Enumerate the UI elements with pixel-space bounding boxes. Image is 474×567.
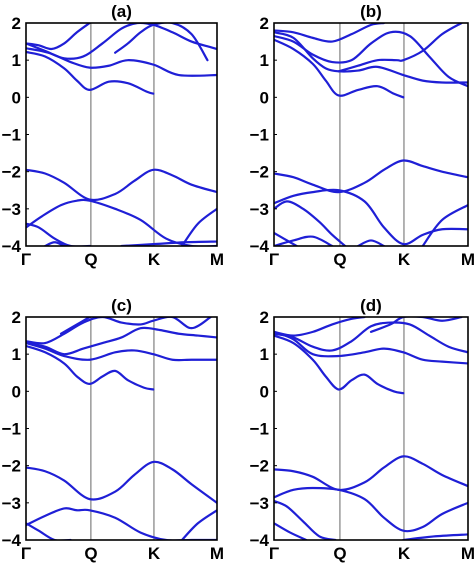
bands: [26, 317, 217, 540]
x-tick-label-2: K: [398, 250, 411, 269]
y-tick-label: 1: [260, 51, 269, 70]
panel-title: (a): [111, 2, 132, 21]
band-line-5: [59, 317, 91, 335]
band-line-4: [114, 23, 209, 62]
band-line-4: [337, 23, 463, 73]
x-tick-label-2: K: [398, 544, 411, 563]
panel-title: (c): [111, 296, 132, 315]
x-tick-label-0: Γ: [269, 544, 279, 563]
band-line-6: [274, 455, 468, 492]
band-line-10: [402, 533, 468, 540]
band-line-7: [26, 507, 217, 540]
band-line-4: [26, 317, 212, 345]
panel-title: (d): [360, 296, 382, 315]
y-tick-label: −4: [250, 531, 270, 550]
y-tick-label: −1: [250, 126, 269, 145]
band-line-12: [356, 239, 386, 246]
x-tick-label-2: K: [148, 250, 161, 269]
y-tick-label: 1: [260, 345, 269, 364]
band-line-1: [26, 344, 155, 391]
band-line-9: [274, 235, 334, 246]
band-line-8: [26, 522, 72, 540]
band-line-4: [274, 317, 366, 337]
y-tick-label: −3: [250, 494, 269, 513]
bands: [274, 317, 468, 540]
band-line-2: [26, 341, 217, 362]
y-tick-label: −3: [2, 494, 21, 513]
band-line-3: [274, 321, 468, 354]
y-tick-label: −4: [2, 531, 22, 550]
band-line-3: [26, 326, 217, 356]
band-line-1: [274, 334, 405, 395]
band-line-9: [180, 509, 217, 540]
band-line-8: [274, 200, 347, 246]
y-tick-label: −2: [2, 457, 21, 476]
x-tick-label-3: M: [461, 250, 474, 269]
y-tick-label: −1: [2, 126, 21, 145]
band-line-7: [274, 188, 468, 246]
band-line-6: [274, 159, 468, 194]
y-tick-label: 0: [260, 88, 269, 107]
panel-frame: [25, 22, 218, 247]
y-tick-label: −4: [2, 237, 22, 256]
bands: [26, 23, 217, 246]
band-line-9: [274, 522, 308, 540]
panel-a: 2 1 0 −1 −2 −3 −4Γ Q K M (a): [2, 2, 224, 269]
y-tick-label: −3: [2, 200, 21, 219]
band-line-5: [274, 23, 386, 43]
y-tick-label: 2: [12, 308, 21, 327]
panel-title: (b): [360, 2, 382, 21]
x-tick-label-1: Q: [84, 544, 97, 563]
band-line-6: [26, 460, 217, 504]
y-tick-label: −3: [250, 200, 269, 219]
x-tick-label-3: M: [210, 544, 224, 563]
band-line-1: [26, 50, 155, 95]
y-tick-label: 2: [260, 308, 269, 327]
y-tick-label: −2: [250, 457, 269, 476]
x-tick-label-1: Q: [84, 250, 97, 269]
band-line-10: [274, 231, 298, 246]
band-line-2: [274, 31, 468, 84]
band-line-5: [26, 23, 91, 51]
band-line-6: [26, 168, 217, 202]
band-line-3: [26, 23, 217, 60]
y-tick-label: 0: [260, 382, 269, 401]
bands: [274, 23, 468, 246]
y-tick-label: 0: [12, 382, 21, 401]
x-tick-label-3: M: [461, 544, 474, 563]
band-line-3: [274, 30, 468, 88]
band-line-8: [274, 499, 337, 540]
panel-d: 2 1 0 −1 −2 −3 −4Γ Q K M (d): [250, 296, 474, 563]
band-line-1: [274, 38, 405, 99]
y-tick-label: 1: [12, 51, 21, 70]
panel-c: 2 1 0 −1 −2 −3 −4Γ Q K M (c): [2, 296, 224, 563]
band-line-8: [26, 222, 91, 246]
y-tick-label: 2: [12, 14, 21, 33]
x-tick-label-0: Γ: [21, 250, 31, 269]
band-line-9: [44, 241, 66, 246]
band-line-10: [120, 240, 217, 246]
y-tick-label: 2: [260, 14, 269, 33]
band-line-11: [180, 207, 217, 246]
y-tick-label: −4: [250, 237, 270, 256]
band-line-7: [274, 486, 468, 533]
y-tick-label: 1: [12, 345, 21, 364]
band-line-11: [421, 204, 468, 246]
x-tick-label-0: Γ: [269, 250, 279, 269]
x-tick-label-1: Q: [333, 250, 346, 269]
band-line-2: [274, 330, 468, 365]
y-tick-label: −1: [2, 420, 21, 439]
y-tick-label: −2: [250, 163, 269, 182]
x-tick-label-3: M: [210, 250, 224, 269]
x-tick-label-2: K: [148, 544, 161, 563]
y-tick-label: −1: [250, 420, 269, 439]
x-tick-label-0: Γ: [21, 544, 31, 563]
y-tick-label: −2: [2, 163, 21, 182]
panel-b: 2 1 0 −1 −2 −3 −4Γ Q K M (b): [250, 2, 474, 269]
y-tick-label: 0: [12, 88, 21, 107]
x-tick-label-1: Q: [333, 544, 346, 563]
band-line-5: [369, 317, 463, 333]
